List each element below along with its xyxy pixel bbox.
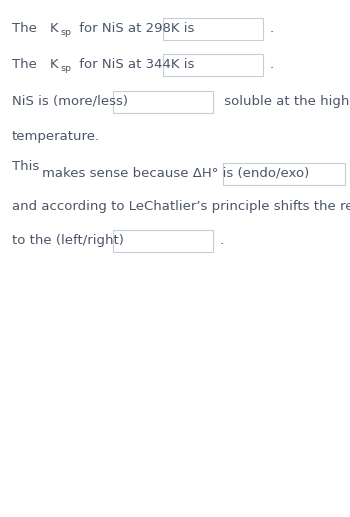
Text: temperature.: temperature. [12,130,100,143]
Text: K: K [50,58,58,71]
Text: for NiS at 344K is: for NiS at 344K is [75,58,194,71]
Bar [113,91,213,113]
Text: .: . [270,22,274,35]
Text: to the (left/right): to the (left/right) [12,234,124,247]
Bar [223,163,345,185]
Bar [113,230,213,252]
Text: soluble at the higher: soluble at the higher [220,95,350,108]
Text: K: K [50,22,58,35]
Text: The: The [12,58,41,71]
Text: NiS is (more/less): NiS is (more/less) [12,95,128,108]
Text: sp: sp [61,64,72,73]
Text: .: . [270,58,274,71]
Text: sp: sp [61,28,72,37]
Text: .: . [220,234,224,247]
Bar [163,18,263,40]
Text: The: The [12,22,41,35]
Text: makes sense because ΔH° is (endo/exo): makes sense because ΔH° is (endo/exo) [42,167,309,180]
Text: and according to LeChatlier’s principle shifts the reaction: and according to LeChatlier’s principle … [12,200,350,213]
Text: This: This [12,160,39,173]
Text: for NiS at 298K is: for NiS at 298K is [75,22,194,35]
Bar [163,54,263,76]
